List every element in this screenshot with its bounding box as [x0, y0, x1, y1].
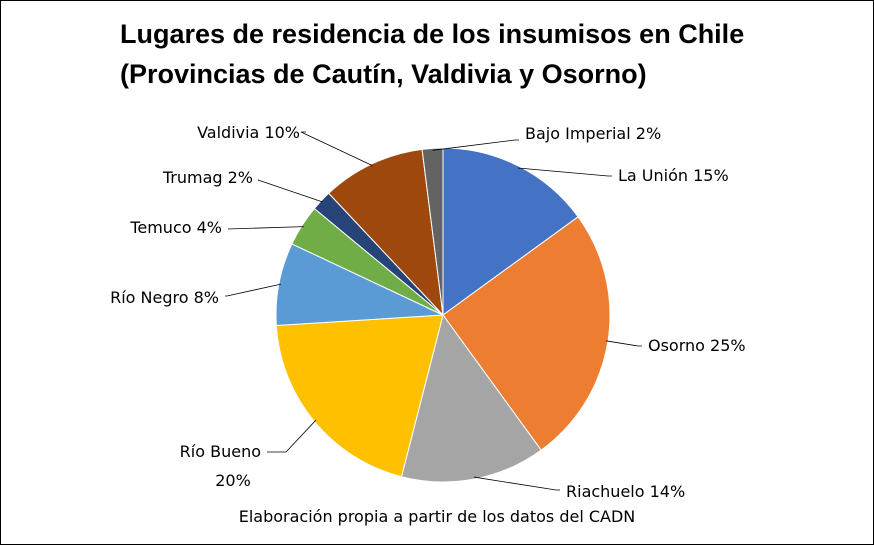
data-label-value-rio-bueno: 20%: [215, 471, 251, 490]
leader-line-temuco: [227, 226, 304, 230]
data-label-rio-negro: Río Negro 8%: [110, 288, 219, 307]
leader-line-bajo-imperial: [432, 139, 519, 151]
data-label-valdivia: Valdivia 10%: [197, 123, 300, 142]
leader-line-riachuelo: [473, 476, 560, 491]
pie-slice-bajo-imperial: [421, 147, 444, 316]
chart-title-line1: Lugares de residencia de los insumisos e…: [120, 19, 745, 49]
leader-line-rio-bueno: [267, 419, 317, 453]
leader-line-valdivia: [300, 131, 373, 167]
leader-line-la-union: [517, 167, 612, 177]
data-label-temuco: Temuco 4%: [129, 218, 222, 237]
leader-line-rio-negro: [225, 283, 282, 297]
data-label-osorno: Osorno 25%: [648, 336, 746, 355]
chart-title: Lugares de residencia de los insumisos e…: [120, 14, 744, 94]
leader-line-trumag: [257, 179, 323, 203]
pie-slice-valdivia: [327, 148, 444, 317]
leader-line-osorno: [605, 340, 642, 347]
data-label-trumag: Trumag 2%: [162, 168, 253, 187]
data-label-rio-bueno: Río Bueno: [180, 442, 261, 461]
pie-slice-riachuelo: [400, 313, 542, 483]
data-label-la-union: La Unión 15%: [618, 166, 729, 185]
source-note: Elaboración propia a partir de los datos…: [238, 507, 636, 526]
chart-title-line2: (Provincias de Cautín, Valdivia y Osorno…: [120, 59, 647, 89]
pie-slice-la-union: [442, 147, 579, 316]
data-label-bajo-imperial: Bajo Imperial 2%: [525, 124, 661, 143]
data-label-riachuelo: Riachuelo 14%: [566, 482, 685, 501]
